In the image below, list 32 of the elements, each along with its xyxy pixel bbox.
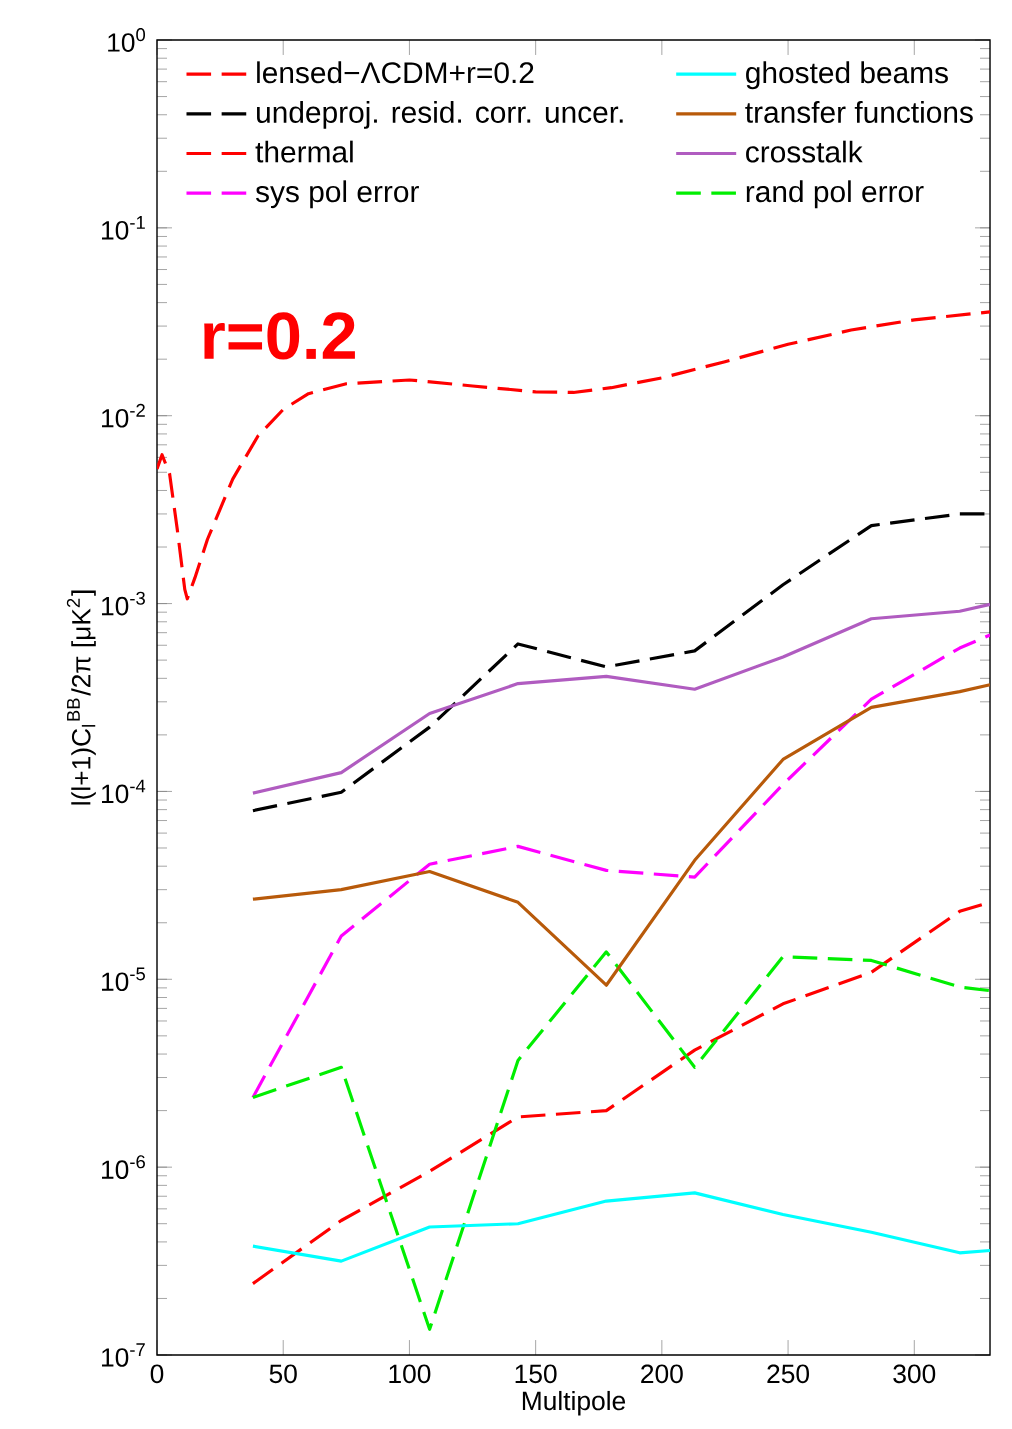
legend-label: ghosted beams xyxy=(746,61,948,90)
line-series xyxy=(251,602,991,795)
legend-label: sys pol error xyxy=(255,180,419,209)
annotation: r=0.2 xyxy=(204,312,355,360)
x-tick-label: 250 xyxy=(767,1364,810,1384)
legend-label: crosstalk xyxy=(746,140,863,163)
legend-label: lensed−ΛCDM+r=0.2 xyxy=(257,61,534,84)
legend-label: rand pol error xyxy=(746,180,924,209)
x-tick-label: 0 xyxy=(150,1364,164,1384)
y-axis-title: l(l+1)C$_{l}$$^{BB}$/2π [μK$^{2}$] xyxy=(66,590,96,805)
y-tick-label: 10$^{0}$ xyxy=(108,28,146,52)
x-tick-label: 300 xyxy=(893,1364,936,1384)
legend-label: undeproj. resid. corr. uncer. xyxy=(257,100,623,129)
y-tick-label: 10$^{-3}$ xyxy=(102,591,145,616)
y-tick-label: 10$^{-4}$ xyxy=(102,779,146,804)
y-tick-label: 10$^{-1}$ xyxy=(102,216,145,240)
line-series xyxy=(251,683,991,987)
line-series xyxy=(157,310,991,601)
x-tick-label: 200 xyxy=(641,1364,683,1384)
line-series xyxy=(251,1191,991,1263)
legend-label: thermal xyxy=(255,140,353,163)
y-tick-label: 10$^{-5}$ xyxy=(102,967,145,992)
line-series xyxy=(251,950,991,1331)
line-series xyxy=(251,633,991,1100)
x-tick-label: 50 xyxy=(269,1364,297,1384)
legend-label: transfer functions xyxy=(745,100,973,123)
y-tick-label: 10$^{-7}$ xyxy=(102,1343,145,1367)
x-tick-label: 150 xyxy=(515,1364,557,1384)
y-tick-label: 10$^{-2}$ xyxy=(102,403,145,428)
x-tick-label: 100 xyxy=(389,1364,431,1384)
x-axis-title: Multipole xyxy=(522,1390,626,1416)
y-tick-label: 10$^{-6}$ xyxy=(102,1155,145,1180)
